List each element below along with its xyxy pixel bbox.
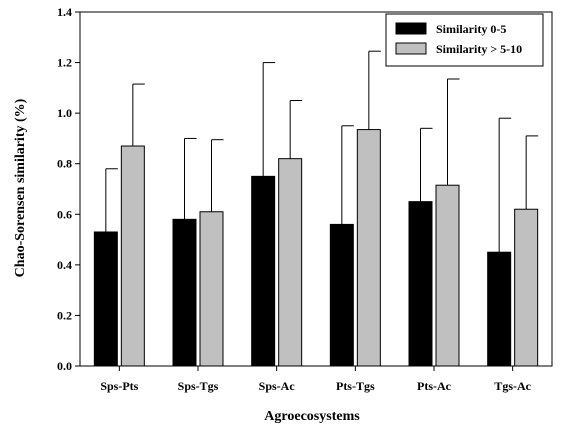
x-tick-label: Pts-Ac (417, 379, 452, 393)
legend-label: Similarity 0-5 (436, 22, 506, 36)
bar (408, 201, 433, 367)
x-tick-label: Tgs-Ac (494, 379, 531, 393)
y-tick-label: 1.4 (57, 5, 72, 19)
plot-area: 0.0 0.2 0.4 0.6 0.8 1.0 1.2 1.4 Sps-Pts Sps-Tgs Sp… (57, 5, 553, 393)
bar (199, 211, 224, 367)
bar (329, 223, 354, 367)
y-tick-label: 0.0 (57, 359, 72, 373)
bar (356, 129, 381, 367)
y-tick-label: 0.6 (57, 207, 72, 221)
y-tick-label: 1.0 (57, 106, 72, 120)
bar (251, 175, 276, 367)
bar (120, 145, 145, 367)
y-tick-label: 0.2 (57, 308, 72, 322)
x-tick-label: Pts-Tgs (336, 379, 375, 393)
y-axis-label: Chao-Sorensen similarity (%) (13, 98, 28, 277)
bar (278, 158, 303, 367)
x-axis-label: Agroecosystems (264, 409, 360, 424)
x-tick-label: Sps-Tgs (178, 379, 219, 393)
x-tick-label: Sps-Pts (100, 379, 138, 393)
bar (514, 208, 539, 367)
bar (172, 218, 197, 367)
y-tick-label: 0.4 (57, 258, 72, 272)
x-tick-label: Sps-Ac (259, 379, 296, 393)
bar (435, 184, 460, 367)
plot-frame (79, 11, 553, 367)
bar (93, 231, 118, 367)
legend-swatch (395, 22, 427, 35)
legend-label: Similarity > 5-10 (436, 42, 522, 56)
bar (487, 251, 512, 367)
legend-swatch (395, 42, 427, 55)
y-tick-label: 0.8 (57, 157, 72, 171)
y-tick-label: 1.2 (57, 56, 72, 70)
